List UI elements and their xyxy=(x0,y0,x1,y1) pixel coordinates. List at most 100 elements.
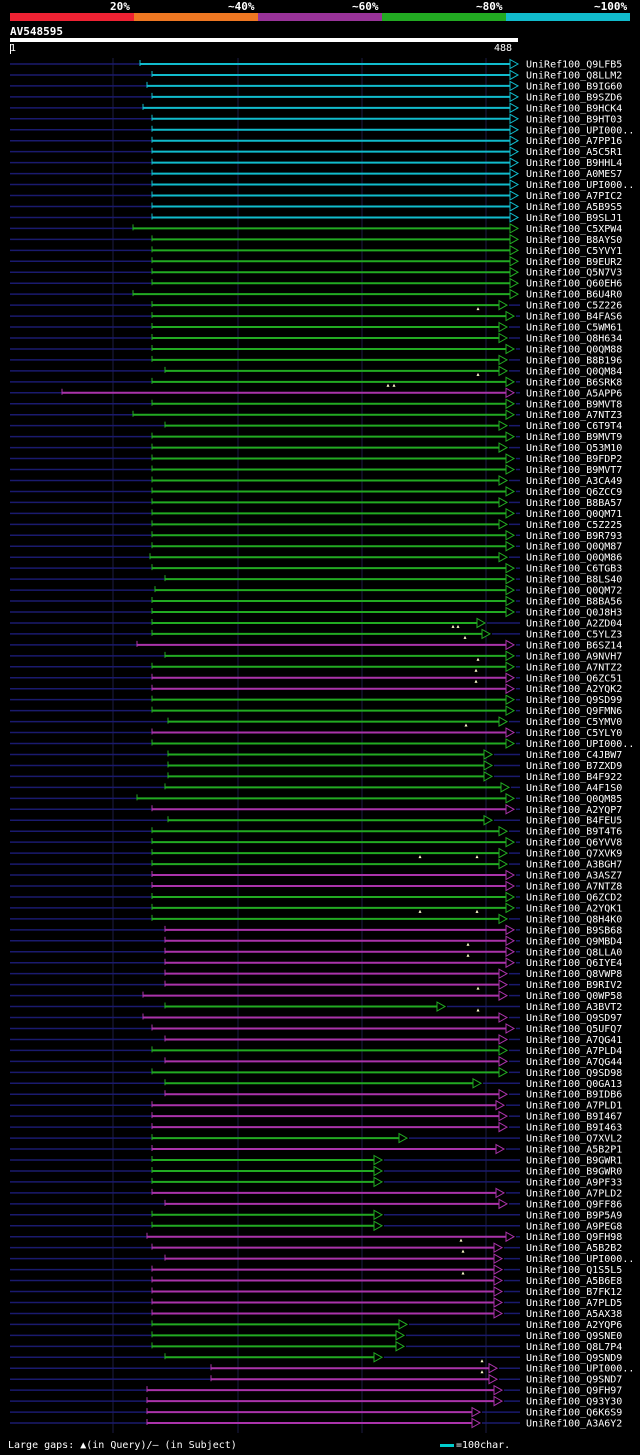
hit-row[interactable]: UniRef100_B8LS40 xyxy=(10,573,622,586)
hit-label[interactable]: UniRef100_Q7XVK9 xyxy=(526,849,622,860)
hit-row[interactable]: UniRef100_A9PF33 xyxy=(10,1176,622,1188)
hit-label[interactable]: UniRef100_A7NTZ3 xyxy=(526,410,622,421)
hit-label[interactable]: UniRef100_B9SZD6 xyxy=(526,92,622,103)
hit-row[interactable]: UniRef100_B9SLJ1 xyxy=(10,212,622,224)
hit-label[interactable]: UniRef100_A2YQP6 xyxy=(526,1320,622,1331)
hit-row[interactable]: UniRef100_B9IG60 xyxy=(10,80,622,92)
hit-label[interactable]: UniRef100_A5AX38 xyxy=(526,1309,622,1320)
hit-row[interactable]: UniRef100_Q9FF86 xyxy=(10,1198,622,1210)
hit-row[interactable]: UniRef100_Q0QM71 xyxy=(10,508,622,520)
hit-label[interactable]: UniRef100_B9T4T6 xyxy=(526,827,622,838)
hit-label[interactable]: UniRef100_B9GWR1 xyxy=(526,1156,622,1167)
hit-label[interactable]: UniRef100_Q0QM85 xyxy=(526,794,622,805)
hit-row[interactable]: UniRef100_Q0J8H3 xyxy=(10,606,622,619)
hit-label[interactable]: UniRef100_C6TGB3 xyxy=(526,564,622,575)
hit-row[interactable]: UniRef100_A7PLD1 xyxy=(10,1099,622,1112)
hit-label[interactable]: UniRef100_B7FK12 xyxy=(526,1287,622,1298)
hit-row[interactable]: UniRef100_UPI000.. xyxy=(10,1249,634,1266)
hit-row[interactable]: UniRef100_Q6IYE4 xyxy=(10,953,622,970)
hit-label[interactable]: UniRef100_Q8H634 xyxy=(526,334,622,345)
hit-label[interactable]: UniRef100_Q0QM87 xyxy=(526,542,622,553)
hit-row[interactable]: UniRef100_B9HHL4 xyxy=(10,157,622,169)
hit-label[interactable]: UniRef100_Q0WP58 xyxy=(526,991,622,1002)
hit-row[interactable]: UniRef100_UPI000.. xyxy=(10,1359,634,1375)
hit-row[interactable]: UniRef100_B7ZXD9 xyxy=(10,760,622,772)
hit-label[interactable]: UniRef100_Q0QM88 xyxy=(526,344,622,355)
hit-label[interactable]: UniRef100_Q6YVV8 xyxy=(526,838,622,849)
hit-label[interactable]: UniRef100_Q9FH98 xyxy=(526,1232,622,1243)
hit-row[interactable]: UniRef100_B9P5A9 xyxy=(10,1209,622,1221)
hit-row[interactable]: UniRef100_B9FDP2 xyxy=(10,453,622,465)
hit-row[interactable]: UniRef100_Q0QM87 xyxy=(10,540,622,553)
hit-label[interactable]: UniRef100_UPI000.. xyxy=(526,180,634,191)
hit-row[interactable]: UniRef100_A4F1S0 xyxy=(10,782,622,794)
hit-label[interactable]: UniRef100_A7PLD2 xyxy=(526,1188,622,1199)
hit-row[interactable]: UniRef100_Q6K6S9 xyxy=(10,1406,622,1419)
hit-label[interactable]: UniRef100_A2YQK2 xyxy=(526,684,622,695)
hit-label[interactable]: UniRef100_B8B196 xyxy=(526,355,622,366)
hit-row[interactable]: UniRef100_Q8L7P4 xyxy=(10,1340,622,1353)
hit-row[interactable]: UniRef100_B6SRK8 xyxy=(10,372,622,389)
hit-label[interactable]: UniRef100_B8LS40 xyxy=(526,575,622,586)
hit-label[interactable]: UniRef100_B4FEU5 xyxy=(526,816,622,827)
hit-row[interactable]: UniRef100_A3A6Y2 xyxy=(10,1417,622,1430)
hit-label[interactable]: UniRef100_A9NVH7 xyxy=(526,651,622,662)
hit-label[interactable]: UniRef100_B8BA56 xyxy=(526,597,622,608)
hit-label[interactable]: UniRef100_B6SRK8 xyxy=(526,377,622,388)
hit-label[interactable]: UniRef100_A3BVT2 xyxy=(526,1002,622,1013)
hit-row[interactable]: UniRef100_A3ASZ7 xyxy=(10,869,622,882)
hit-row[interactable]: UniRef100_A2ZD04 xyxy=(10,617,622,629)
hit-row[interactable]: UniRef100_B8B196 xyxy=(10,354,622,366)
hit-label[interactable]: UniRef100_Q9FF86 xyxy=(526,1199,622,1210)
hit-label[interactable]: UniRef100_Q8H4K0 xyxy=(526,914,622,925)
hit-row[interactable]: UniRef100_Q5UFQ7 xyxy=(10,1023,622,1035)
hit-label[interactable]: UniRef100_UPI000.. xyxy=(526,1364,634,1375)
hit-row[interactable]: UniRef100_B9HCK4 xyxy=(10,102,622,114)
hit-label[interactable]: UniRef100_A5APP6 xyxy=(526,388,622,399)
hit-label[interactable]: UniRef100_A7NTZ2 xyxy=(526,662,622,673)
hit-row[interactable]: UniRef100_Q6YVV8 xyxy=(10,836,622,849)
hit-row[interactable]: UniRef100_B6U4R0 xyxy=(10,288,622,301)
hit-row[interactable]: UniRef100_Q9SD98 xyxy=(10,1066,622,1079)
hit-label[interactable]: UniRef100_Q5N7V3 xyxy=(526,268,622,279)
hit-row[interactable]: UniRef100_B6SZ14 xyxy=(10,635,622,652)
hit-row[interactable]: UniRef100_A7QG44 xyxy=(10,1056,622,1068)
hit-row[interactable]: UniRef100_B9R793 xyxy=(10,529,622,542)
hit-row[interactable]: UniRef100_A7NTZ2 xyxy=(10,657,622,674)
hit-row[interactable]: UniRef100_B4F922 xyxy=(10,771,622,783)
hit-label[interactable]: UniRef100_C4JBW7 xyxy=(526,750,622,761)
hit-label[interactable]: UniRef100_B9RIV2 xyxy=(526,980,622,991)
hit-label[interactable]: UniRef100_Q53M10 xyxy=(526,443,622,454)
hit-label[interactable]: UniRef100_C5WM61 xyxy=(526,323,622,334)
hit-label[interactable]: UniRef100_A3CA49 xyxy=(526,476,622,487)
hit-row[interactable]: UniRef100_A3BGH7 xyxy=(10,855,622,871)
hit-label[interactable]: UniRef100_A2YQK1 xyxy=(526,903,622,914)
hit-label[interactable]: UniRef100_A3ASZ7 xyxy=(526,871,622,882)
hit-label[interactable]: UniRef100_Q9SND7 xyxy=(526,1375,622,1386)
hit-row[interactable]: UniRef100_B9MVT7 xyxy=(10,464,622,476)
hit-label[interactable]: UniRef100_A9PEG8 xyxy=(526,1221,622,1232)
hit-label[interactable]: UniRef100_C5XPW4 xyxy=(526,224,622,235)
hit-label[interactable]: UniRef100_Q93Y30 xyxy=(526,1397,622,1408)
hit-row[interactable]: UniRef100_A5B2P1 xyxy=(10,1143,622,1156)
hit-row[interactable]: UniRef100_A5C5R1 xyxy=(10,146,622,158)
hit-row[interactable]: UniRef100_Q5N7V3 xyxy=(10,266,622,279)
hit-row[interactable]: UniRef100_C5YVY1 xyxy=(10,244,622,257)
hit-row[interactable]: UniRef100_A5B9S5 xyxy=(10,201,622,213)
hit-label[interactable]: UniRef100_B8AYS0 xyxy=(526,235,622,246)
hit-label[interactable]: UniRef100_Q1S5L5 xyxy=(526,1265,622,1276)
hit-label[interactable]: UniRef100_A4F1S0 xyxy=(526,783,622,794)
hit-row[interactable]: UniRef100_B4FEU5 xyxy=(10,814,622,827)
hit-label[interactable]: UniRef100_Q6ZCD2 xyxy=(526,892,622,903)
hit-row[interactable]: UniRef100_C5WM61 xyxy=(10,321,622,334)
hit-label[interactable]: UniRef100_B9I467 xyxy=(526,1112,622,1123)
hit-label[interactable]: UniRef100_A7PLD1 xyxy=(526,1101,622,1112)
hit-row[interactable]: UniRef100_Q0WP58 xyxy=(10,986,622,1003)
hit-row[interactable]: UniRef100_A5APP6 xyxy=(10,383,622,400)
hit-row[interactable]: UniRef100_Q6ZC51 xyxy=(10,668,622,685)
hit-row[interactable]: UniRef100_A5AX38 xyxy=(10,1308,622,1320)
hit-label[interactable]: UniRef100_A2ZD04 xyxy=(526,618,622,629)
hit-row[interactable]: UniRef100_UPI000.. xyxy=(10,179,634,191)
hit-label[interactable]: UniRef100_B4F922 xyxy=(526,772,622,783)
hit-row[interactable]: UniRef100_Q7XVL2 xyxy=(10,1132,622,1145)
